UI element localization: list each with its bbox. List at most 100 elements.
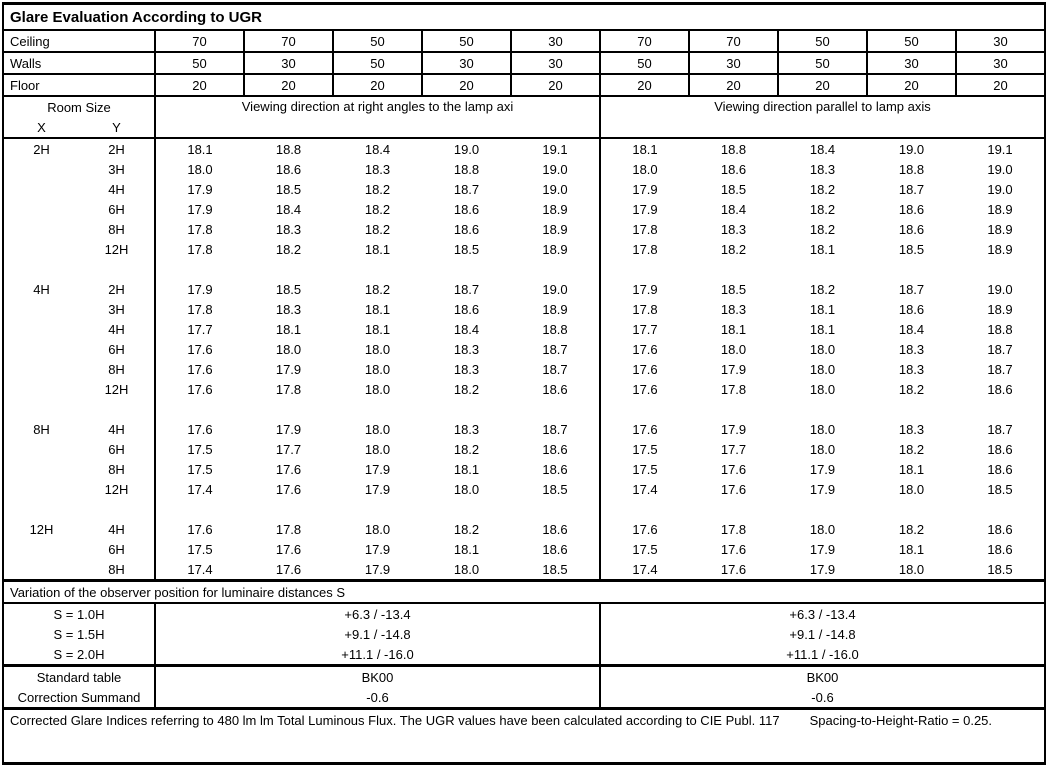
ugr-value-left: 18.3 <box>275 301 302 317</box>
ugr-data-row: 4H 17.7 18.1 18.1 18.4 18.8 17.7 18.1 18.1 18.4 18… <box>3 319 1045 339</box>
footer-text: Corrected Glare Indices referring to 480… <box>10 713 780 728</box>
ugr-value-right: 18.2 <box>898 381 925 397</box>
surface-value: 70 <box>688 29 779 53</box>
ugr-value-right: 17.6 <box>632 381 658 397</box>
surface-value: 50 <box>777 51 868 75</box>
ugr-value-left: 18.3 <box>453 341 480 357</box>
surface-value: 20 <box>332 73 423 97</box>
ugr-value-left: 18.2 <box>364 281 391 297</box>
room-size-x <box>3 559 79 581</box>
ugr-data-row: 12H 17.6 17.8 18.0 18.2 18.6 17.6 17.8 18.0 18.2 1… <box>3 379 1045 399</box>
ugr-value-right: 18.2 <box>898 441 925 457</box>
footer-note: Corrected Glare Indices referring to 480… <box>3 707 1045 764</box>
ugr-value-right: 17.9 <box>632 281 658 297</box>
surface-value: 20 <box>510 73 601 97</box>
ugr-value-right: 18.1 <box>809 241 836 257</box>
ugr-value-left: 18.1 <box>187 141 213 157</box>
ugr-value-right: 17.6 <box>720 541 747 557</box>
spacer-cell <box>3 399 156 419</box>
ugr-value-left: 17.7 <box>275 441 302 457</box>
ugr-value-right: 18.7 <box>987 341 1013 357</box>
ugr-value-right: 18.2 <box>898 521 925 537</box>
ugr-value-left: 17.9 <box>187 201 213 217</box>
surface-value: 30 <box>510 51 601 75</box>
room-size-y: 4H <box>79 319 156 339</box>
surface-value: 20 <box>955 73 1046 97</box>
ugr-value-left: 18.0 <box>364 361 391 377</box>
surface-value: 20 <box>154 73 245 97</box>
room-size-y: 8H <box>79 359 156 379</box>
summary-right-value: BK00 <box>600 664 1045 687</box>
ugr-data-row: 8H 17.8 18.3 18.2 18.6 18.9 17.8 18.3 18.2 18.6 18… <box>3 219 1045 239</box>
ugr-value-right: 18.1 <box>809 301 836 317</box>
ugr-value-right: 18.6 <box>898 301 925 317</box>
ugr-value-left: 18.2 <box>364 201 391 217</box>
surface-value: 50 <box>777 29 868 53</box>
surface-value: 50 <box>421 29 512 53</box>
room-size-y: 12H <box>79 239 156 259</box>
summary-row: Standard table BK00 BK00 <box>3 664 1045 687</box>
room-size-y: 12H <box>79 379 156 399</box>
variation-row: S = 1.0H +6.3 / -13.4 +6.3 / -13.4 <box>3 603 1045 624</box>
variation-label: S = 1.0H <box>3 603 156 624</box>
ugr-value-right: 18.6 <box>987 381 1013 397</box>
room-size-x <box>3 219 79 239</box>
ugr-value-right: 17.7 <box>720 441 747 457</box>
ugr-value-left: 18.2 <box>453 521 480 537</box>
room-size-y: 3H <box>79 159 156 179</box>
ugr-data-row: 4H 17.9 18.5 18.2 18.7 19.0 17.9 18.5 18.2 18.7 19… <box>3 179 1045 199</box>
surface-value: 50 <box>599 51 690 75</box>
ugr-value-left: 18.1 <box>453 461 480 477</box>
ugr-value-right: 17.7 <box>632 321 658 337</box>
ugr-value-right: 18.9 <box>987 221 1013 237</box>
ugr-value-left: 18.2 <box>364 221 391 237</box>
ugr-value-left: 18.6 <box>511 439 601 459</box>
room-size-x <box>3 239 79 259</box>
room-size-y: 8H <box>79 559 156 581</box>
ugr-value-left: 18.6 <box>453 201 480 217</box>
ugr-value-left: 18.6 <box>511 539 601 559</box>
summary-left-value: -0.6 <box>155 687 601 709</box>
ugr-value-right: 18.1 <box>898 541 925 557</box>
ugr-value-right: 18.0 <box>632 161 658 177</box>
ugr-value-left: 18.3 <box>453 421 480 437</box>
ugr-value-left: 17.5 <box>187 461 213 477</box>
ugr-value-right: 18.5 <box>720 281 747 297</box>
room-size-x <box>3 439 79 459</box>
ugr-data-row: 4H 2H 17.9 18.5 18.2 18.7 19.0 17.9 18.5 18.2 18.7… <box>3 279 1045 299</box>
room-size-x <box>3 339 79 359</box>
ugr-value-left: 17.6 <box>275 541 302 557</box>
ugr-value-right: 17.6 <box>720 461 747 477</box>
ugr-data-row: 8H 17.4 17.6 17.9 18.0 18.5 17.4 17.6 17.9 18.0 18… <box>3 559 1045 581</box>
ugr-value-right: 17.9 <box>809 561 836 577</box>
ugr-value-right: 17.6 <box>632 521 658 537</box>
ugr-value-right: 18.7 <box>987 421 1013 437</box>
ugr-value-right: 18.6 <box>987 441 1013 457</box>
surface-value: 50 <box>332 29 423 53</box>
spacer-cell <box>3 259 156 279</box>
room-size-y: 3H <box>79 299 156 319</box>
ugr-value-right: 18.3 <box>898 341 925 357</box>
room-size-y: 6H <box>79 339 156 359</box>
ugr-value-left: 18.8 <box>453 161 480 177</box>
surface-label: Floor <box>2 73 156 97</box>
ugr-value-right: 17.9 <box>720 421 747 437</box>
spacer-row <box>3 499 1045 519</box>
ugr-value-right: 19.0 <box>987 161 1013 177</box>
ugr-value-right: 17.9 <box>809 481 836 497</box>
ugr-value-right: 18.8 <box>987 321 1013 337</box>
ugr-value-right: 17.5 <box>632 461 658 477</box>
ugr-value-left: 17.8 <box>187 301 213 317</box>
ugr-value-right: 18.8 <box>898 161 925 177</box>
variation-row: S = 1.5H +9.1 / -14.8 +9.1 / -14.8 <box>3 624 1045 644</box>
ugr-value-right: 18.9 <box>987 301 1013 317</box>
ugr-value-left: 18.0 <box>364 521 391 537</box>
ugr-value-left: 18.3 <box>453 361 480 377</box>
ugr-value-left: 17.9 <box>364 481 391 497</box>
ugr-value-left: 18.9 <box>511 199 601 219</box>
ugr-value-right: 18.4 <box>809 141 836 157</box>
summary-left-value: BK00 <box>155 664 601 687</box>
viewing-direction-left-header: Viewing direction at right angles to the… <box>155 96 601 139</box>
room-size-y: 4H <box>79 179 156 199</box>
ugr-value-right: 18.5 <box>987 561 1013 577</box>
